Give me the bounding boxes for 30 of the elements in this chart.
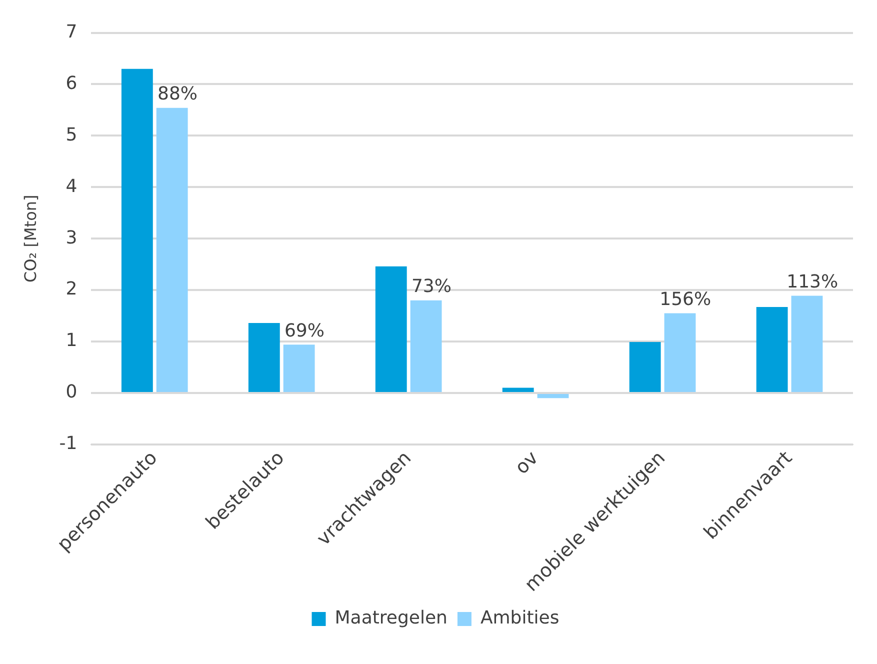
annotation: 88% [157,84,198,105]
bar [791,296,823,392]
bar [410,300,442,392]
y-tick-label: 4 [66,176,78,197]
bar [156,108,188,392]
bar [629,342,661,392]
legend-label: Maatregelen [334,608,448,629]
bar [248,322,280,392]
annotation: 69% [284,320,324,342]
bar [121,68,153,392]
bar [283,344,315,392]
x-tick-label: ov [510,446,543,479]
annotation: 113% [786,271,838,292]
y-tick-label: 2 [66,278,78,300]
y-tick-label: -1 [59,433,78,454]
y-tick-label: 5 [66,124,78,146]
bar [664,313,696,392]
y-axis-title: CO₂ [Mton] [20,194,40,282]
bar [502,388,534,392]
y-tick-label: 7 [66,21,78,42]
bar [537,394,569,398]
annotation: 156% [660,288,712,310]
y-tick-label: 6 [66,72,78,94]
y-tick-label: 1 [66,330,78,352]
y-tick-label: 3 [66,227,78,248]
bar [375,266,407,392]
annotation: 73% [411,276,452,298]
legend-label: Ambities [480,608,560,629]
y-tick-label: 0 [66,382,78,403]
bar [756,307,788,392]
